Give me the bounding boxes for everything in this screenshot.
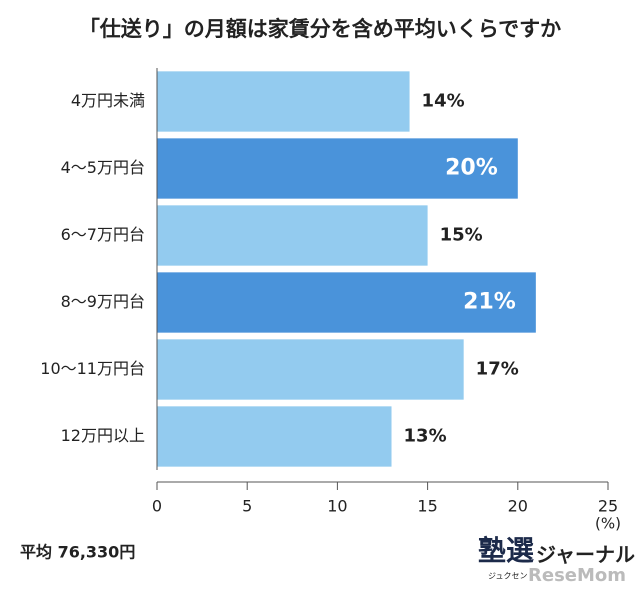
bar	[157, 205, 428, 266]
bar	[157, 406, 392, 467]
x-tick-label: 15	[417, 497, 437, 516]
value-label: 14%	[422, 91, 465, 112]
bar	[157, 272, 536, 333]
logo-reading: ジュクセン	[488, 572, 527, 581]
x-tick-label: 20	[508, 497, 528, 516]
bar	[157, 138, 518, 199]
x-tick-label: 5	[242, 497, 252, 516]
value-label: 15%	[440, 225, 483, 246]
bar	[157, 339, 464, 400]
logo-brand: ReseMom	[528, 565, 626, 586]
x-tick-label: 10	[327, 497, 347, 516]
value-label: 13%	[404, 426, 447, 447]
y-tick-label: 4～5万円台	[61, 158, 145, 177]
y-tick-label: 6～7万円台	[61, 225, 145, 244]
logo-sub: ジャーナル	[536, 543, 635, 567]
y-tick-label: 12万円以上	[61, 426, 145, 445]
value-label: 17%	[476, 359, 519, 380]
value-label: 20%	[445, 156, 498, 181]
y-tick-label: 8～9万円台	[61, 292, 145, 311]
bar	[157, 71, 410, 132]
chart-title: 「仕送り」の月額は家賃分を含め平均いくらですか	[79, 17, 561, 41]
x-tick-label: 25	[598, 497, 618, 516]
logo-main: 塾選	[478, 534, 534, 567]
x-axis-label: (%)	[595, 515, 621, 533]
annotation: 平均 76,330円	[20, 543, 135, 562]
y-tick-label: 10～11万円台	[40, 359, 145, 378]
y-tick-label: 4万円未満	[71, 91, 145, 110]
x-tick-label: 0	[152, 497, 162, 516]
value-label: 21%	[463, 290, 516, 315]
